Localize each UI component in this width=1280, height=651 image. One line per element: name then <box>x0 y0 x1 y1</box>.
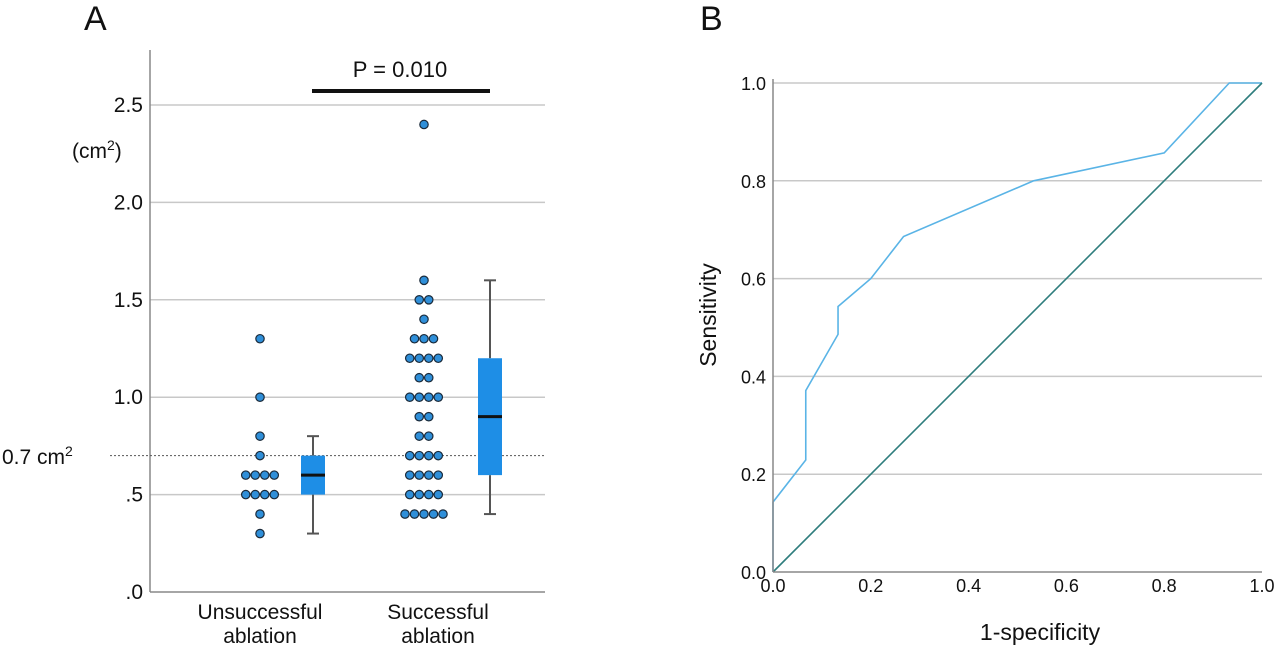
panel-a-unit-label: (cm2) <box>72 137 122 163</box>
data-point <box>255 333 265 344</box>
panel-b-y-tick-labels: 0.0 0.2 0.4 0.6 0.8 1.0 <box>741 74 766 583</box>
panel-b-gridlines <box>773 82 1262 475</box>
y-axis-title: Sensitivity <box>695 263 721 367</box>
data-point <box>423 411 434 422</box>
data-point <box>259 489 270 500</box>
y-tick-label: 0.2 <box>741 465 766 485</box>
data-point <box>423 489 434 500</box>
panel-b-roc-curve: B 0.00.20.40.60.81.0 0.0 0.2 0.4 0.6 0.8 1.0 … <box>695 0 1275 645</box>
panel-a-letter: A <box>84 0 107 38</box>
data-point <box>423 470 434 480</box>
data-point <box>255 450 265 461</box>
y-tick-label: 1.0 <box>114 386 143 409</box>
data-point <box>404 392 415 402</box>
data-point <box>419 333 429 344</box>
data-point <box>255 509 265 519</box>
data-point <box>423 294 434 305</box>
panel-a-axes <box>149 50 545 593</box>
data-point <box>414 353 425 364</box>
x-axis-title: 1-specificity <box>980 619 1101 645</box>
panel-b-x-tick-labels: 0.0 0.2 0.4 0.6 0.8 1.0 <box>760 576 1274 596</box>
data-point <box>409 509 420 519</box>
data-point <box>414 431 425 441</box>
data-point <box>400 509 410 519</box>
y-tick-label: 0.6 <box>741 270 766 290</box>
reference-line-label: 0.7 cm2 <box>2 443 73 469</box>
data-point <box>419 509 429 519</box>
panel-b-letter: B <box>700 0 723 38</box>
y-tick-label: 1.5 <box>114 289 143 312</box>
data-point <box>419 275 429 286</box>
data-point <box>414 411 425 422</box>
category-label-line1: Successful <box>387 601 489 624</box>
data-point <box>428 333 439 344</box>
x-tick-label: 0.4 <box>956 576 981 596</box>
data-point <box>409 333 420 344</box>
data-point <box>414 392 425 402</box>
roc-curve-line <box>772 82 1262 572</box>
data-point <box>269 470 280 480</box>
panel-a-boxplots <box>301 279 502 535</box>
y-tick-label: .0 <box>125 581 143 604</box>
data-point <box>250 489 261 500</box>
y-tick-label: 0.0 <box>741 563 766 583</box>
category-label-line1: Unsuccessful <box>198 601 323 624</box>
data-point <box>423 372 434 383</box>
data-point <box>428 509 439 519</box>
panel-b-series <box>772 82 1263 573</box>
y-tick-label: 0.8 <box>741 172 766 192</box>
data-point <box>433 470 444 480</box>
y-tick-label: 2.5 <box>114 94 143 117</box>
x-tick-label: 0.0 <box>760 576 785 596</box>
y-tick-label: 0.4 <box>741 367 766 387</box>
data-point <box>404 489 415 500</box>
data-point <box>414 372 425 383</box>
data-point <box>433 392 444 402</box>
data-point <box>414 294 425 305</box>
data-point <box>404 470 415 480</box>
panel-a-dot-box-plot: A .0 .5 1.0 1.5 2.0 2.5 (cm2) 0.7 cm2 Unsucce… <box>2 0 545 648</box>
data-point <box>404 353 415 364</box>
data-point <box>255 528 265 539</box>
category-label-line2: ablation <box>223 625 297 648</box>
data-point <box>423 392 434 402</box>
y-tick-label: 2.0 <box>114 191 143 214</box>
category-label-line2: ablation <box>401 625 475 648</box>
data-point <box>433 450 444 461</box>
data-point <box>250 470 261 480</box>
data-point <box>404 450 415 461</box>
x-tick-label: 0.8 <box>1152 576 1177 596</box>
data-point <box>414 489 425 500</box>
data-point <box>240 489 251 500</box>
data-point <box>255 392 265 402</box>
panel-b-axes <box>772 79 1262 573</box>
data-point <box>269 489 280 500</box>
data-point <box>414 470 425 480</box>
data-point <box>423 431 434 441</box>
data-point <box>423 353 434 364</box>
data-point <box>255 431 265 441</box>
x-tick-label: 0.6 <box>1054 576 1079 596</box>
data-point <box>419 119 429 130</box>
data-point <box>240 470 251 480</box>
reference-diagonal-line <box>772 82 1263 573</box>
data-point <box>259 470 270 480</box>
data-point <box>433 353 444 364</box>
panel-a-y-tick-labels: .0 .5 1.0 1.5 2.0 2.5 <box>114 94 143 604</box>
data-point <box>438 509 448 519</box>
x-tick-label: 0.2 <box>858 576 883 596</box>
data-point <box>423 450 434 461</box>
y-tick-label: .5 <box>125 484 143 507</box>
significance-label: P = 0.010 <box>353 57 447 82</box>
data-point <box>419 314 429 325</box>
data-point <box>414 450 425 461</box>
data-point <box>433 489 444 500</box>
x-tick-label: 1.0 <box>1249 576 1274 596</box>
panel-a-data-points <box>240 119 448 539</box>
y-tick-label: 1.0 <box>741 74 766 94</box>
